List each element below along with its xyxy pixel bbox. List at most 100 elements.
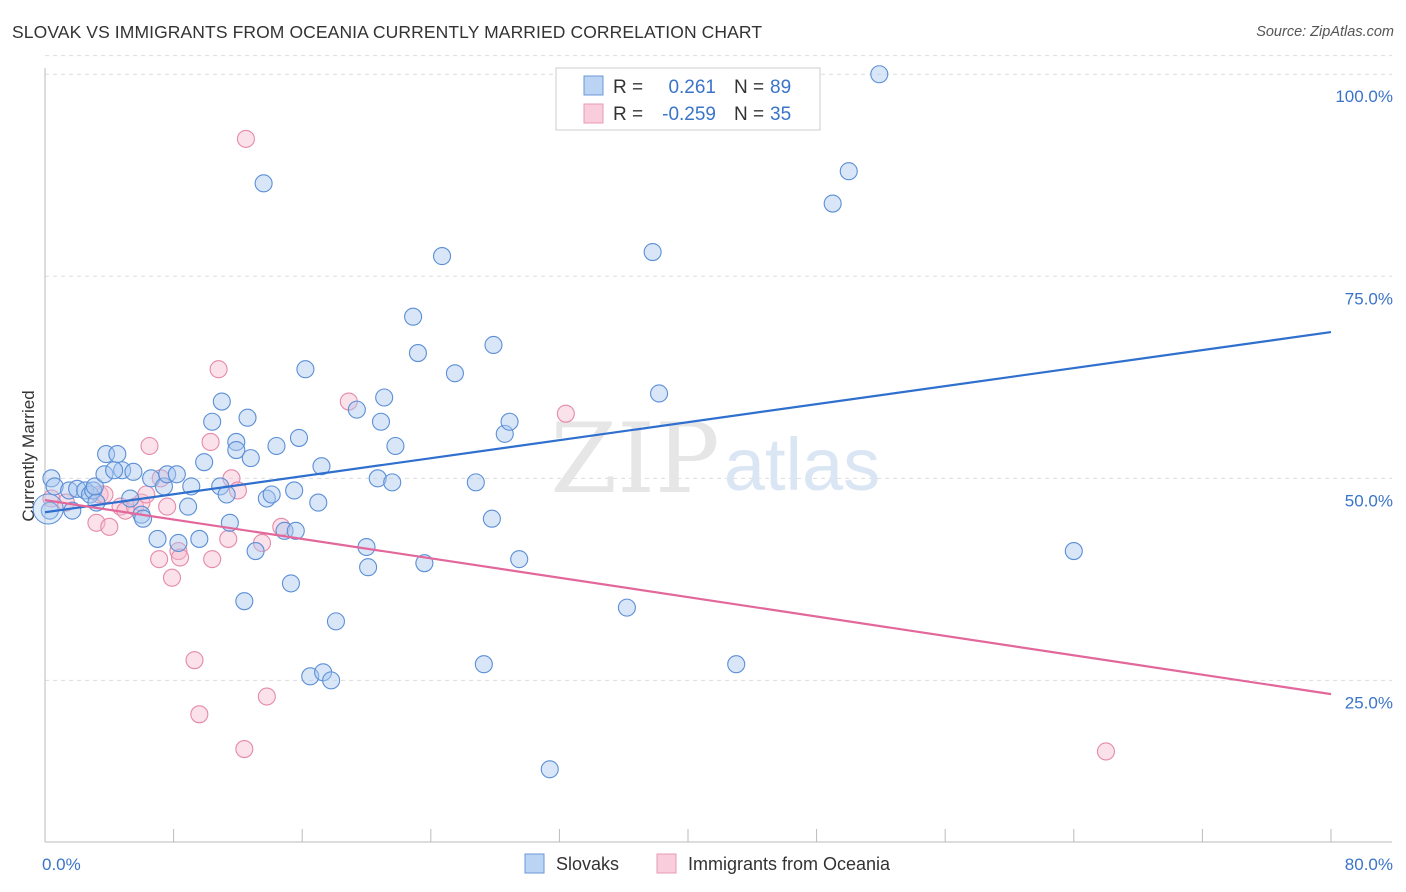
x-tick-labels: 0.0% 80.0% <box>42 855 1393 874</box>
legend-top-r-value-2: -0.259 <box>662 104 716 125</box>
watermark: ZIP atlas <box>550 403 880 515</box>
slovaks-point-39 <box>241 449 260 468</box>
slovaks-point-17 <box>124 462 143 481</box>
x-tick-label-1: 80.0% <box>1345 855 1393 874</box>
slovaks-point-78 <box>617 598 636 617</box>
oceania-point-26 <box>235 740 254 759</box>
slovaks-point-66 <box>408 344 427 363</box>
slovaks-point-76 <box>510 550 529 569</box>
slovaks-point-48 <box>286 521 305 540</box>
slovaks-point-69 <box>445 364 464 383</box>
slovaks-point-77 <box>540 760 559 779</box>
y-tick-label-2: 75.0% <box>1345 289 1393 308</box>
slovaks-point-50 <box>296 360 315 379</box>
slovaks-point-41 <box>254 174 273 193</box>
legend-top-n-value-2: 35 <box>770 104 791 125</box>
legend-bottom-label-oceania: Immigrants from Oceania <box>688 854 891 874</box>
slovaks-point-83 <box>839 162 858 181</box>
slovaks-point-44 <box>267 436 286 456</box>
slovaks-point-81 <box>727 655 746 674</box>
chart-title: SLOVAK VS IMMIGRANTS FROM OCEANIA CURREN… <box>12 22 763 42</box>
legend-top-n-value-1: 89 <box>770 77 791 98</box>
oceania-point-19 <box>190 705 209 724</box>
legend-top-swatch-slovaks <box>583 75 604 96</box>
slovaks-point-13 <box>108 445 127 464</box>
legend-bottom-label-slovaks: Slovaks <box>556 854 619 874</box>
slovaks-point-80 <box>650 384 669 403</box>
slovaks-cluster-point <box>32 493 64 525</box>
oceania-point-20 <box>201 432 220 452</box>
oceania-point-15 <box>162 568 182 587</box>
oceania-point-32 <box>556 404 575 423</box>
slovaks-point-30 <box>203 412 222 431</box>
slovaks-point-49 <box>289 428 309 447</box>
y-axis-label: Currently Married <box>19 390 38 521</box>
legend-top: R = 0.261 N = 89 R = -0.259 N = 35 <box>555 67 821 131</box>
slovaks-point-46 <box>281 574 300 593</box>
slovaks-point-37 <box>235 592 254 611</box>
slovaks-point-40 <box>246 542 265 561</box>
oceania-point-33 <box>1096 742 1115 761</box>
slovaks-point-82 <box>823 194 842 213</box>
slovaks-point-72 <box>482 509 501 528</box>
slovaks-point-25 <box>169 533 188 553</box>
watermark-atlas: atlas <box>724 423 880 506</box>
slovaks-point-56 <box>326 612 346 631</box>
slovaks-point-73 <box>484 335 503 355</box>
slovaks-point-57 <box>347 400 366 419</box>
slovaks-point-79 <box>643 242 662 262</box>
y-tick-label-1: 50.0% <box>1345 491 1393 510</box>
slovaks-point-19 <box>134 509 153 528</box>
slovaks-point-23 <box>158 465 177 484</box>
oceania-point-14 <box>158 497 177 516</box>
y-tick-labels: 25.0% 50.0% 75.0% 100.0% <box>1335 87 1393 712</box>
oceania-point-12 <box>150 550 169 569</box>
slovaks-point-65 <box>404 307 423 326</box>
oceania-point-5 <box>100 517 119 536</box>
slovaks-point-61 <box>371 412 391 431</box>
series-slovaks <box>32 65 1083 779</box>
gridlines <box>45 55 1392 681</box>
y-tick-label-3: 100.0% <box>1335 87 1393 106</box>
slovaks-point-84 <box>870 65 889 84</box>
slovaks-point-68 <box>433 247 452 266</box>
slovaks-point-62 <box>375 388 394 407</box>
legend-top-n-label-2: N = <box>734 104 764 125</box>
legend-top-r-label-2: R = <box>613 104 643 125</box>
slovaks-point-64 <box>386 436 405 456</box>
slovaks-point-11 <box>95 465 114 484</box>
legend-top-swatch-oceania <box>583 103 604 124</box>
slovaks-point-75 <box>500 412 519 431</box>
oceania-trend-line <box>44 499 1332 696</box>
legend-top-n-label-1: N = <box>734 77 764 98</box>
oceania-point-27 <box>236 129 255 148</box>
slovaks-point-26 <box>179 497 198 516</box>
legend-top-r-value-1: 0.261 <box>668 77 716 98</box>
slovaks-point-53 <box>312 457 331 476</box>
slovaks-point-47 <box>285 481 304 500</box>
axes <box>44 68 1392 843</box>
slovaks-point-24 <box>167 465 186 484</box>
slovaks-point-10 <box>85 477 104 496</box>
slovaks-point-59 <box>359 558 378 577</box>
trend-lines <box>44 330 1332 696</box>
slovaks-point-36 <box>227 440 246 460</box>
slovaks-point-52 <box>309 493 328 512</box>
oceania-point-17 <box>170 548 190 567</box>
slovaks-point-29 <box>195 453 214 472</box>
oceania-point-21 <box>203 550 222 569</box>
slovaks-point-70 <box>466 473 485 492</box>
legend-bottom-swatch-oceania <box>656 853 677 874</box>
slovaks-point-38 <box>238 408 257 427</box>
watermark-zip: ZIP <box>550 403 719 515</box>
slovaks-point-32 <box>212 392 231 411</box>
oceania-point-11 <box>140 436 159 456</box>
slovaks-trend-line <box>44 330 1332 514</box>
legend-top-r-label-1: R = <box>613 77 643 98</box>
slovaks-point-74 <box>495 424 514 443</box>
slovaks-point-85 <box>1064 542 1083 561</box>
slovaks-point-60 <box>368 469 387 488</box>
slovaks-point-28 <box>190 529 209 548</box>
oceania-point-18 <box>185 651 204 670</box>
